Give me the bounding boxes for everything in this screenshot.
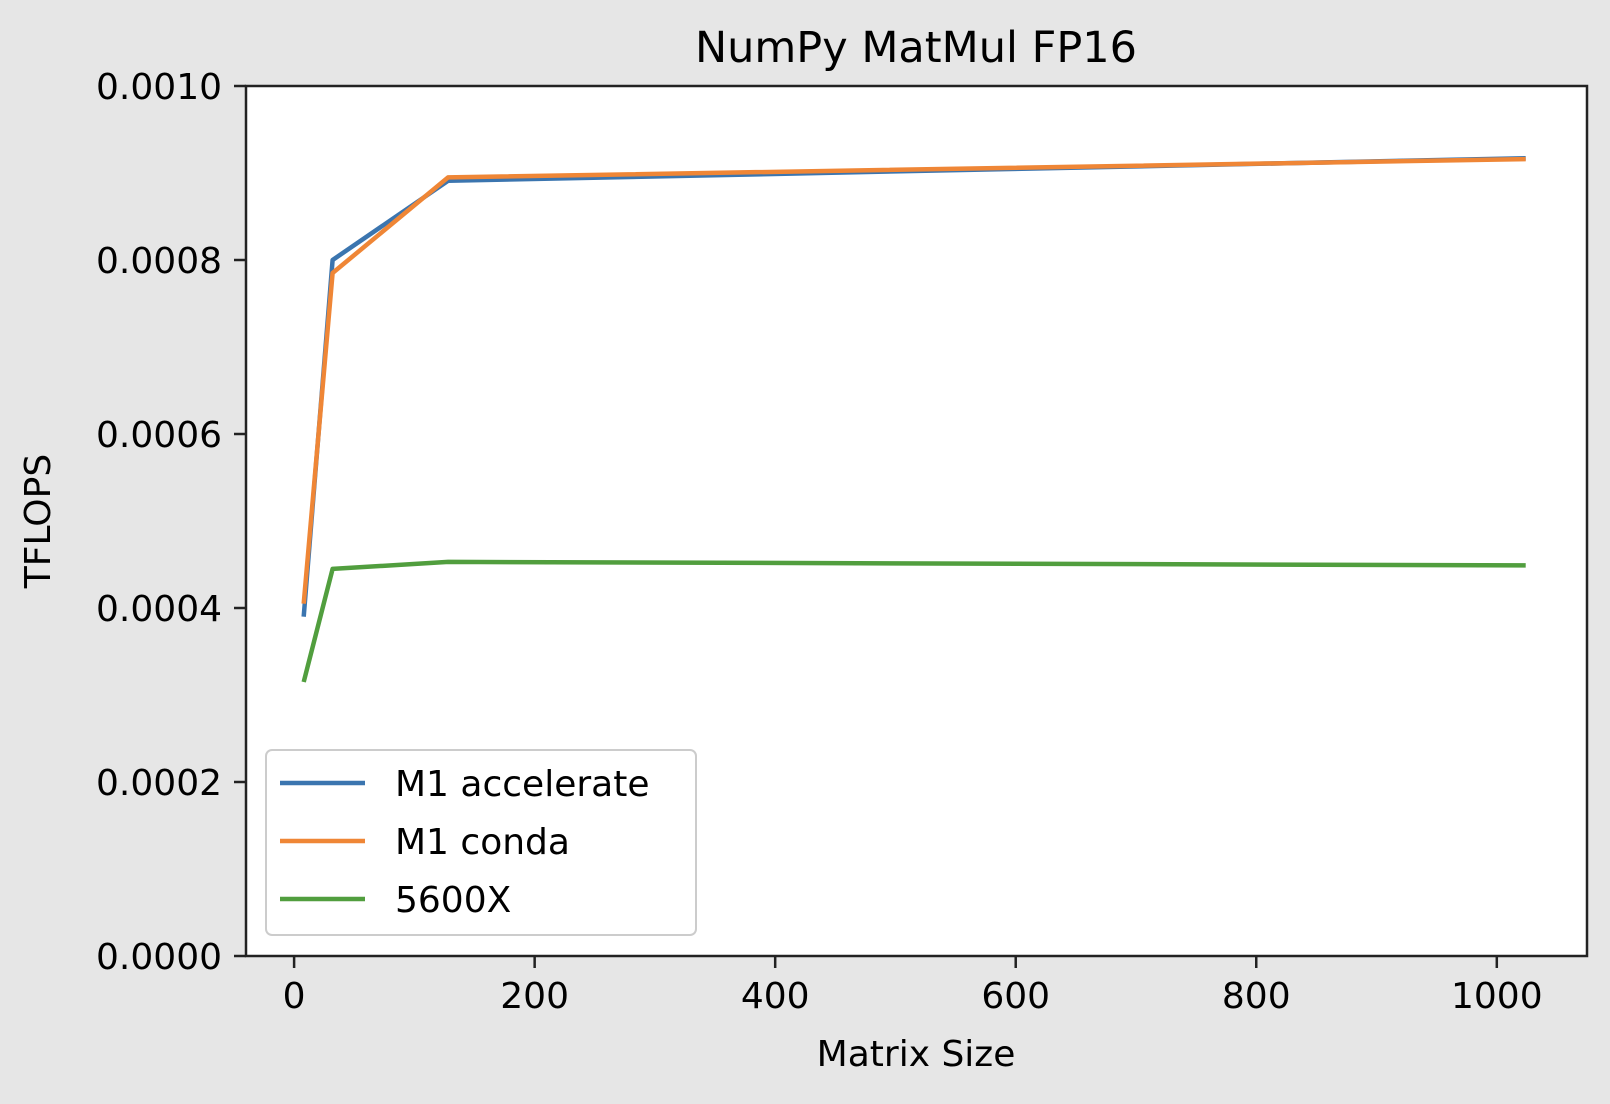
y-tick-label: 0.0010 bbox=[96, 67, 222, 108]
x-axis-label: Matrix Size bbox=[817, 1034, 1016, 1075]
y-tick-label: 0.0000 bbox=[96, 937, 222, 978]
x-tick-label: 400 bbox=[741, 976, 810, 1017]
x-tick-label: 600 bbox=[981, 976, 1050, 1017]
x-tick-label: 200 bbox=[500, 976, 569, 1017]
x-tick-label: 0 bbox=[283, 976, 306, 1017]
series-layer bbox=[301, 155, 1526, 683]
y-tick-label: 0.0002 bbox=[96, 763, 222, 804]
y-tick-label: 0.0008 bbox=[96, 241, 222, 282]
chart-title: NumPy MatMul FP16 bbox=[695, 23, 1137, 73]
legend-entries: M1 accelerate M1 conda 5600X bbox=[280, 764, 649, 921]
x-tick-label: 1000 bbox=[1451, 976, 1543, 1017]
plot-frame bbox=[244, 84, 1589, 958]
legend-box bbox=[265, 749, 697, 936]
legend: M1 accelerate M1 conda 5600X bbox=[265, 749, 697, 936]
y-tick-label: 0.0004 bbox=[96, 589, 222, 630]
y-axis: 0.0000 0.0002 0.0004 0.0006 0.0008 0.0010 bbox=[96, 67, 246, 978]
x-tick-label: 800 bbox=[1222, 976, 1291, 1017]
series-line-m1-conda bbox=[301, 156, 1526, 604]
legend-label-5600x: 5600X bbox=[395, 880, 511, 921]
y-tick-label: 0.0006 bbox=[96, 415, 222, 456]
legend-label-m1-accelerate: M1 accelerate bbox=[395, 764, 649, 805]
series-line-5600x bbox=[301, 559, 1526, 683]
y-axis-label: TFLOPS bbox=[18, 454, 59, 589]
x-axis: 0 200 400 600 800 1000 bbox=[283, 956, 1543, 1017]
legend-label-m1-conda: M1 conda bbox=[395, 822, 570, 863]
